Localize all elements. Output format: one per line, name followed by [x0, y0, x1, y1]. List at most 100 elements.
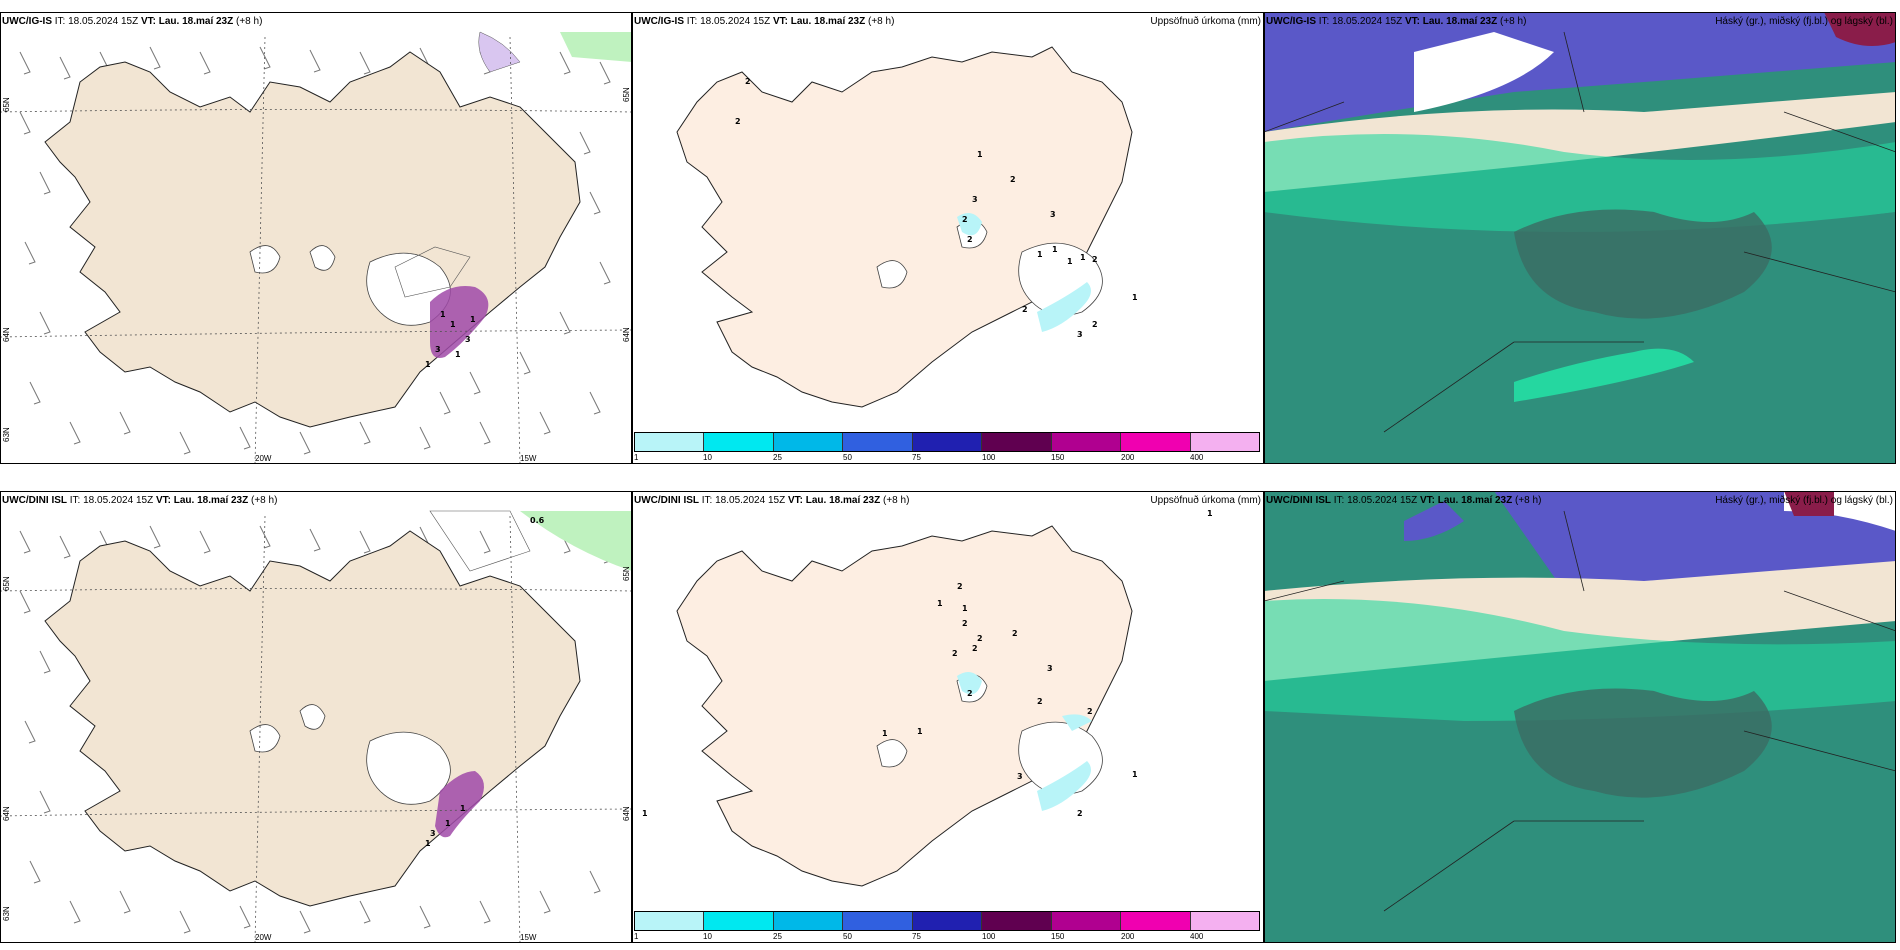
wind-value: 3: [435, 345, 441, 354]
cbar-label: 1: [634, 932, 639, 941]
svg-text:1: 1: [1207, 509, 1213, 518]
svg-text:2: 2: [967, 689, 973, 698]
wind-value: 0.6: [530, 516, 545, 525]
cbar-swatch: [843, 912, 913, 930]
wind-value: 1: [425, 360, 431, 369]
wind-value: 1: [455, 350, 461, 359]
wind-map-top: 3 3 1 1 1 1 1: [0, 12, 632, 464]
wind-value: 3: [465, 335, 471, 344]
wind-value: 1: [450, 320, 456, 329]
lat-label: 64N: [622, 327, 631, 342]
cbar-label: 10: [703, 932, 712, 941]
svg-text:2: 2: [1077, 809, 1083, 818]
svg-text:2: 2: [1092, 255, 1098, 264]
svg-text:2: 2: [972, 644, 978, 653]
cbar-swatch: [1121, 433, 1191, 451]
panel-frame: [1264, 12, 1896, 464]
panel-header: UWC/IG-IS IT: 18.05.2024 15Z VT: Lau. 18…: [634, 16, 895, 27]
cbar-swatch: [1121, 912, 1191, 930]
lat-label: 64N: [2, 806, 11, 821]
cloud-title: Háský (gr.), miðský (fj.bl.) og lágský (…: [1715, 16, 1893, 27]
cbar-swatch: [982, 433, 1052, 451]
svg-text:1: 1: [1132, 293, 1138, 302]
svg-text:2: 2: [1022, 305, 1028, 314]
cloud-map-top: [1264, 12, 1896, 464]
svg-text:1: 1: [937, 599, 943, 608]
cbar-label: 25: [773, 453, 782, 462]
panel-header: UWC/DINI ISL IT: 18.05.2024 15Z VT: Lau.…: [634, 495, 910, 506]
wind-value: 1: [470, 315, 476, 324]
lon-label: 15W: [520, 454, 537, 463]
cbar-swatch: [635, 433, 705, 451]
precip-map-top: 2 2 1 3 2 3 2 2 1 1 1 2 1 2 1 3 2: [632, 12, 1264, 464]
cbar-label: 25: [773, 932, 782, 941]
svg-text:1: 1: [882, 729, 888, 738]
panel-frame: [0, 12, 632, 464]
precip-title: Uppsöfnuð úrkoma (mm): [1150, 16, 1261, 27]
precip-title: Uppsöfnuð úrkoma (mm): [1150, 495, 1261, 506]
lat-label: 65N: [2, 576, 11, 591]
lat-label: 63N: [2, 906, 11, 921]
cbar-label: 100: [982, 453, 996, 462]
svg-text:3: 3: [1050, 210, 1056, 219]
panel-frame: [0, 491, 632, 943]
svg-text:2: 2: [952, 649, 958, 658]
lon-label: 20W: [255, 933, 272, 942]
cbar-label: 200: [1121, 453, 1135, 462]
cloud-map-panel-bottom: UWC/DINI ISL IT: 18.05.2024 15Z VT: Lau.…: [1264, 491, 1896, 943]
cbar-label: 10: [703, 453, 712, 462]
cbar-swatch: [912, 433, 983, 451]
cloud-map-panel-top: UWC/IG-IS IT: 18.05.2024 15Z VT: Lau. 18…: [1264, 12, 1896, 464]
panel-header: UWC/IG-IS IT: 18.05.2024 15Z VT: Lau. 18…: [2, 16, 263, 27]
wind-value: 1: [460, 804, 466, 813]
cbar-label: 75: [912, 453, 921, 462]
svg-text:2: 2: [962, 619, 968, 628]
precip-colorbar: [634, 432, 1260, 452]
svg-text:2: 2: [1010, 175, 1016, 184]
cbar-label: 100: [982, 932, 996, 941]
precip-colorbar: [634, 911, 1260, 931]
svg-text:1: 1: [977, 150, 983, 159]
cbar-label: 150: [1051, 453, 1065, 462]
svg-text:1: 1: [642, 809, 648, 818]
precip-magenta-top: [430, 286, 489, 358]
panel-header: UWC/DINI ISL IT: 18.05.2024 15Z VT: Lau.…: [1266, 495, 1542, 506]
lat-label: 65N: [2, 97, 11, 112]
svg-text:2: 2: [1087, 707, 1093, 716]
svg-text:1: 1: [1132, 770, 1138, 779]
lat-label: 65N: [622, 87, 631, 102]
panel-header: UWC/IG-IS IT: 18.05.2024 15Z VT: Lau. 18…: [1266, 16, 1527, 27]
cbar-swatch: [1051, 912, 1122, 930]
lat-label: 64N: [2, 327, 11, 342]
wind-value: 1: [445, 819, 451, 828]
cbar-swatch: [912, 912, 983, 930]
svg-text:1: 1: [917, 727, 923, 736]
cbar-label: 150: [1051, 932, 1065, 941]
svg-text:2: 2: [967, 235, 973, 244]
panel-frame: [1264, 491, 1896, 943]
precip-map-bottom: 1 1 2 1 1 2 2 2 2 2 3 2 2 2 3 2 1 1 1: [632, 491, 1264, 943]
cbar-swatch: [1051, 433, 1122, 451]
cloud-map-bottom: [1264, 491, 1896, 943]
svg-text:2: 2: [962, 215, 968, 224]
cbar-label: 400: [1190, 932, 1204, 941]
lat-label: 65N: [622, 566, 631, 581]
graticule-top: [0, 36, 632, 464]
precip-values-top: 2 2 1 3 2 3 2 2 1 1 1 2 1 2 1 3 2: [735, 77, 1138, 339]
cbar-label: 200: [1121, 932, 1135, 941]
svg-text:2: 2: [745, 77, 751, 86]
svg-text:2: 2: [1037, 697, 1043, 706]
precip-values-bottom: 1 1 2 1 1 2 2 2 2 2 3 2 2 2 3 2 1 1 1: [642, 509, 1213, 818]
cbar-swatch: [773, 912, 844, 930]
cbar-label: 50: [843, 932, 852, 941]
cbar-swatch: [635, 912, 705, 930]
cbar-swatch: [1190, 433, 1259, 451]
svg-text:2: 2: [1092, 320, 1098, 329]
svg-text:3: 3: [972, 195, 978, 204]
precip-map-panel-top: 2 2 1 3 2 3 2 2 1 1 1 2 1 2 1 3 2 UWC/IG…: [632, 12, 1264, 464]
wind-value: 1: [440, 310, 446, 319]
panel-header: UWC/DINI ISL IT: 18.05.2024 15Z VT: Lau.…: [2, 495, 278, 506]
svg-text:1: 1: [1067, 257, 1073, 266]
panel-frame: [632, 12, 1264, 464]
svg-text:1: 1: [1052, 245, 1058, 254]
